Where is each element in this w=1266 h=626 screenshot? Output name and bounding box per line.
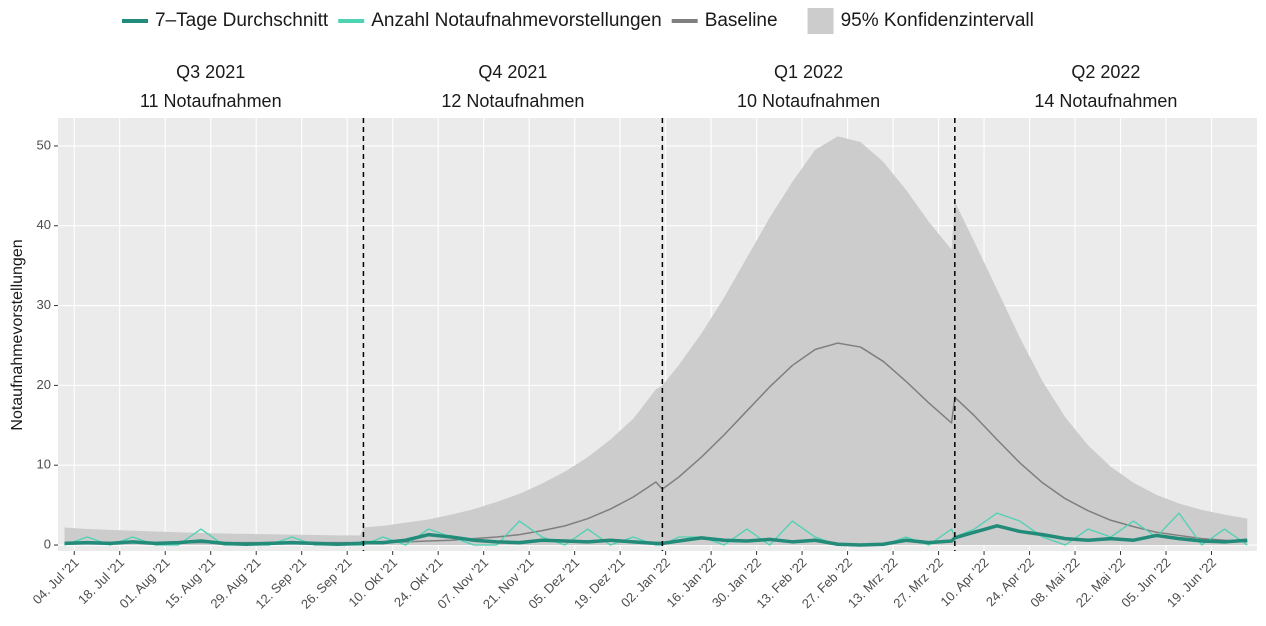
x-tick-label: 10. Apr '22 <box>937 555 991 609</box>
quarter-note: 10 Notaufnahmen <box>737 91 880 111</box>
y-axis-title: Notaufnahmevorstellungen <box>9 239 26 430</box>
y-tick-label: 40 <box>37 217 51 232</box>
quarter-note: 14 Notaufnahmen <box>1034 91 1177 111</box>
x-tick-label: 19. Jun '22 <box>1164 555 1219 610</box>
legend-label: Baseline <box>705 10 778 31</box>
quarter-note: 11 Notaufnahmen <box>140 91 282 111</box>
legend-label: 95% Konfidenzintervall <box>841 10 1034 31</box>
quarter-label: Q2 2022 <box>1071 62 1140 82</box>
y-tick-label: 50 <box>37 137 51 152</box>
y-tick-label: 0 <box>44 536 51 551</box>
confidence-band <box>64 136 1248 546</box>
x-tick-label: 27. Mrz '22 <box>890 555 946 611</box>
legend-label: Anzahl Notaufnahmevorstellungen <box>371 10 661 31</box>
series-line <box>64 524 1248 547</box>
quarter-label: Q1 2022 <box>774 62 843 82</box>
quarter-label: Q4 2021 <box>478 62 547 82</box>
legend-label: 7–Tage Durchschnitt <box>155 10 329 31</box>
quarter-note: 12 Notaufnahmen <box>441 91 584 111</box>
y-tick-label: 10 <box>37 457 51 472</box>
x-tick-label: 04. Jul '21 <box>30 555 82 607</box>
y-tick-label: 20 <box>37 377 51 392</box>
y-tick-label: 30 <box>37 297 51 312</box>
quarter-label: Q3 2021 <box>176 62 245 82</box>
legend-key <box>807 8 834 34</box>
